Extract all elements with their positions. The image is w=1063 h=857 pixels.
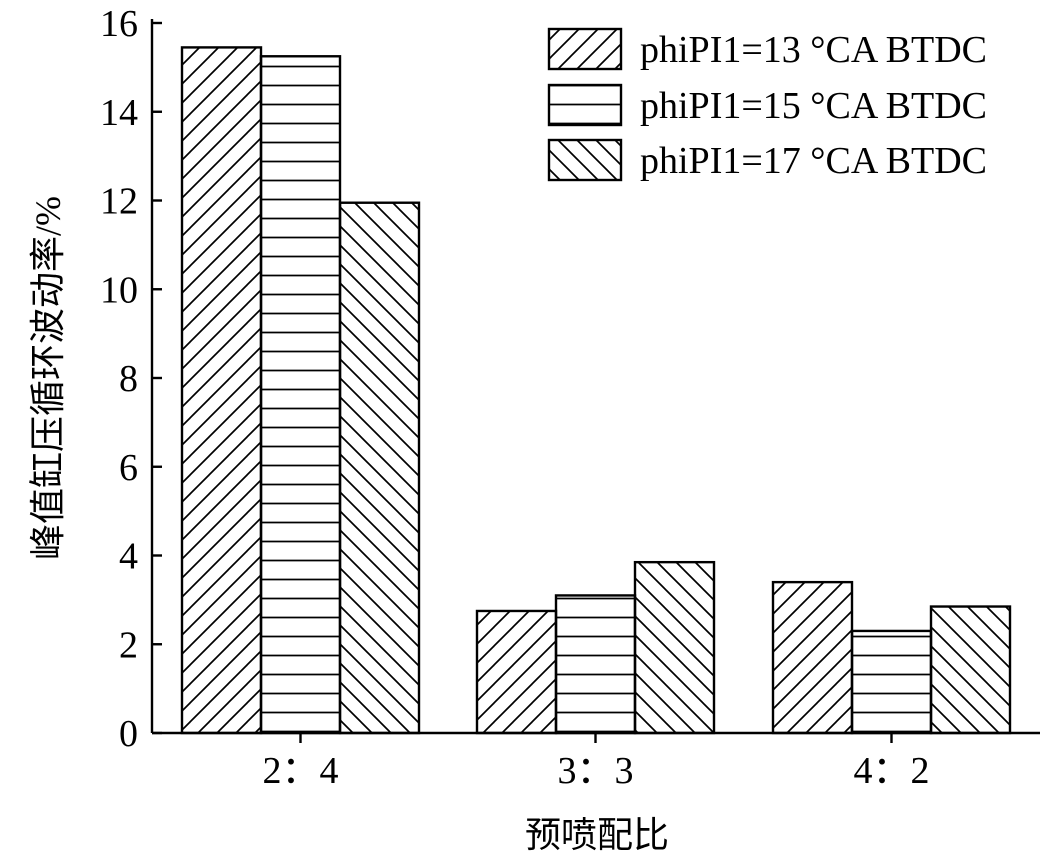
bar-3：3-series-3: [633, 560, 716, 735]
y-tick-label: 6: [119, 447, 138, 489]
y-tick-label: 14: [100, 92, 138, 134]
bars-layer: [180, 46, 1012, 735]
y-tick-label: 8: [119, 358, 138, 400]
y-tick-label: 4: [119, 536, 138, 578]
legend-swatch-series-3: [547, 138, 623, 182]
legend-label-series-3: phiPI1=17 °CA BTDC: [640, 140, 987, 182]
y-axis-label: 峰值缸压循环波动率/%: [28, 196, 68, 560]
legend-swatch-series-1: [547, 27, 623, 71]
legend-swatch-series-2: [547, 83, 623, 127]
x-tick-label: 3：3: [557, 750, 633, 792]
x-tick-label: 2：4: [262, 750, 338, 792]
y-tick-label: 2: [119, 624, 138, 666]
bar-4：2-series-1: [771, 580, 854, 735]
bar-3：3-series-2: [554, 594, 637, 735]
legend-label-series-1: phiPI1=13 °CA BTDC: [640, 29, 987, 71]
y-tick-label: 12: [100, 181, 138, 223]
y-tick-label: 0: [119, 713, 138, 755]
bar-3：3-series-1: [475, 609, 558, 735]
legend-label-series-2: phiPI1=15 °CA BTDC: [640, 85, 987, 127]
x-tick-label: 4：2: [853, 750, 929, 792]
legend: phiPI1=13 °CA BTDC phiPI1=15 °CA BTDC phiP…: [547, 27, 987, 182]
axes-layer: 0 2 4 6 8 10 12 14 16 2：4 3：3 4：2: [100, 3, 1040, 792]
y-tick-label: 16: [100, 3, 138, 45]
y-tick-label: 10: [100, 269, 138, 311]
x-axis-label: 预喷配比: [525, 815, 669, 855]
bar-2：4-series-1: [180, 46, 263, 735]
bar-2：4-series-2: [259, 55, 342, 735]
bar-2：4-series-3: [338, 201, 421, 735]
bar-4：2-series-3: [929, 605, 1012, 735]
bar-4：2-series-2: [850, 629, 933, 735]
